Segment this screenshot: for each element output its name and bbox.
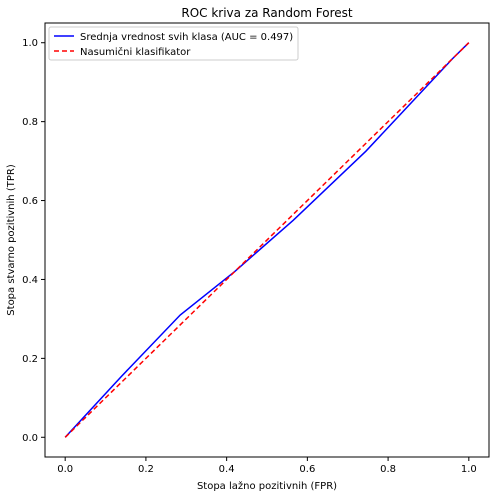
x-tick-label: 0.2 xyxy=(138,464,154,475)
y-tick-label: 0.6 xyxy=(22,196,38,207)
series-line-1 xyxy=(64,42,470,438)
y-tick-label: 1.0 xyxy=(22,38,38,49)
plot-lines xyxy=(64,42,470,438)
series-line-0 xyxy=(64,42,470,438)
y-tick-label: 0.0 xyxy=(22,433,38,444)
plot-frame xyxy=(44,22,490,458)
y-tick-label: 0.2 xyxy=(22,354,38,365)
x-tick-label: 0.6 xyxy=(299,464,315,475)
y-tick-label: 0.4 xyxy=(22,275,38,286)
legend-box xyxy=(48,26,299,61)
x-tick-label: 0.4 xyxy=(219,464,235,475)
y-axis-title: Stopa stvarno pozitivnih (TPR) xyxy=(6,164,17,316)
legend-label-random: Nasumični klasifikator xyxy=(80,46,191,58)
legend: Srednja vrednost svih klasa (AUC = 0.497… xyxy=(48,26,299,61)
y-tick-label: 0.8 xyxy=(22,117,38,128)
x-axis-title: Stopa lažno pozitivnih (FPR) xyxy=(197,480,337,492)
x-axis: 0.0 0.2 0.4 0.6 0.8 1.0 xyxy=(57,457,477,475)
x-tick-label: 1.0 xyxy=(461,464,477,475)
chart-title: ROC kriva za Random Forest xyxy=(181,6,353,20)
y-axis: 0.0 0.2 0.4 0.6 0.8 1.0 xyxy=(22,38,45,444)
x-tick-label: 0.0 xyxy=(57,464,73,475)
legend-label-mean: Srednja vrednost svih klasa (AUC = 0.497… xyxy=(80,32,293,43)
x-tick-label: 0.8 xyxy=(380,464,396,475)
